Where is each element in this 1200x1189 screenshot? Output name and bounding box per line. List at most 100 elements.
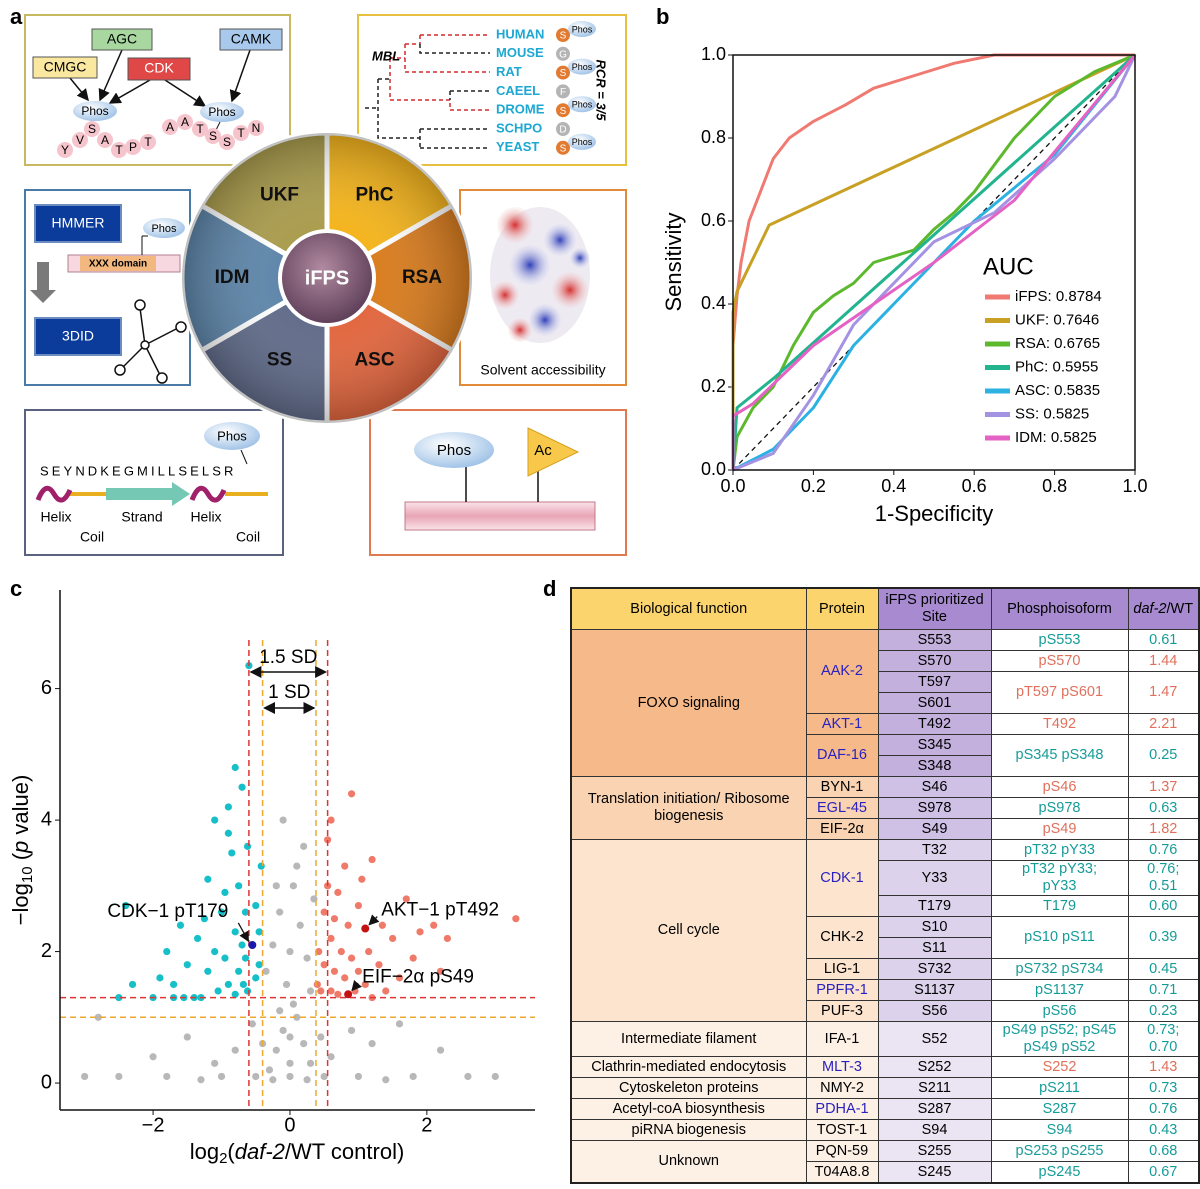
table-cell: 0.43 [1127, 1119, 1200, 1141]
table: Biological function Protein iFPS prioritiz… [570, 587, 1200, 1184]
point [347, 954, 356, 962]
kinase-label: CMGC [44, 59, 87, 75]
table-cell: AAK-2 [805, 629, 879, 714]
residue-marker [556, 122, 570, 136]
point [176, 921, 185, 929]
annotation-label: AKT−1 pT492 [381, 900, 499, 921]
phos-marker [73, 101, 117, 121]
legend-label: RSA: 0.6765 [1015, 335, 1100, 352]
point [241, 954, 250, 962]
point [344, 921, 352, 929]
table-cell: PUF-3 [805, 1000, 879, 1022]
point [248, 1020, 256, 1028]
point [163, 1072, 171, 1081]
legend-label: iFPS: 0.8784 [1015, 288, 1102, 305]
table-cell: pS732 pS734 [990, 958, 1129, 980]
roc-curve [731, 54, 1137, 470]
structure-label: Strand [121, 509, 162, 525]
point [81, 1072, 89, 1081]
table-cell: Cytoskeleton proteins [570, 1077, 807, 1099]
residue-label: Y [61, 143, 69, 157]
tr: PPFR-1 S1137 pS1137 0.71 [571, 979, 1200, 1001]
y-tick-label: 0.6 [701, 210, 726, 230]
point [252, 1072, 260, 1081]
flow-arrow [30, 262, 56, 303]
point [272, 882, 280, 890]
tr: Translation initiation/ Ribosome biogene… [570, 776, 1200, 840]
point [272, 1046, 280, 1054]
point [286, 1059, 294, 1067]
point [243, 987, 252, 995]
x-tick-label: 2 [421, 1114, 432, 1136]
point [163, 947, 171, 956]
species-list: HUMAN S Phos MOUSE G RAT S Phos CAEEL F DROME S Phos… [496, 21, 596, 155]
table-cell: pS978 [990, 797, 1129, 819]
x-tick-label: 0.2 [801, 476, 826, 496]
table-cell: pS56 [990, 1000, 1129, 1022]
table-cell: 0.76; 0.51 [1127, 860, 1200, 896]
legend-label: IDM: 0.5825 [1015, 429, 1097, 446]
highlight-point [361, 924, 370, 933]
table-cell: CDK-1 [805, 839, 879, 917]
link [240, 449, 248, 465]
point [330, 967, 339, 975]
point [430, 921, 438, 929]
point [221, 954, 229, 962]
tr: S11 [571, 937, 1199, 959]
legend-label: UKF: 0.7646 [1015, 311, 1099, 328]
box [369, 409, 627, 556]
point [317, 1033, 325, 1041]
phos-marker [414, 432, 494, 468]
table-cell: log [190, 1139, 219, 1164]
point [255, 928, 263, 936]
x-axis-title: 1-Specificity [875, 501, 994, 526]
point [375, 961, 383, 969]
point [300, 842, 308, 850]
table-cell: pT32 pY33; pY33 [990, 860, 1129, 896]
point [327, 934, 335, 943]
table-cell: EGL-45 [805, 797, 879, 819]
kinase-box [91, 28, 153, 51]
table-cell: S570 [877, 650, 992, 672]
phos-marker [204, 422, 260, 450]
point [378, 921, 386, 929]
roc-curve [732, 54, 1137, 472]
table-cell: S11 [877, 937, 992, 959]
point [365, 947, 373, 956]
roc-curve [731, 53, 1135, 470]
x-tick-label: 0 [284, 1114, 295, 1136]
point [231, 1046, 239, 1054]
table-cell: PDHA-1 [805, 1098, 879, 1120]
legend-label: ASC: 0.5835 [1015, 382, 1100, 399]
annotation-label: EIF−2α pS49 [362, 966, 474, 987]
species-label: YEAST [496, 139, 539, 154]
table-header: Protein [805, 587, 879, 630]
point [361, 980, 369, 989]
annotation-arrow [368, 914, 380, 926]
y-tick-label: 1.0 [701, 44, 726, 64]
table-cell: pS570 [990, 650, 1129, 672]
residue-label: F [560, 87, 566, 98]
table-cell: T04A8.8 [805, 1161, 879, 1184]
point [464, 1072, 472, 1081]
table-cell: 0.25 [1127, 734, 1200, 777]
species-label: DROME [496, 102, 545, 117]
point [224, 980, 232, 989]
point [255, 961, 263, 969]
point [354, 1072, 363, 1081]
sd-label: 1.5 SD [259, 647, 317, 668]
structure-label: Coil [236, 529, 260, 545]
box [357, 14, 627, 166]
point [231, 928, 239, 936]
point [211, 947, 219, 956]
point [200, 915, 209, 923]
wheel-label: PhC [356, 185, 394, 206]
kinase-label: AGC [107, 31, 137, 47]
residue-label: S [209, 129, 217, 143]
network [114, 299, 187, 384]
table-cell: S601 [877, 692, 992, 714]
residue-label: T [115, 143, 123, 157]
annotation-label: CDK−1 pT179 [107, 901, 228, 922]
tr: S348 [571, 755, 1199, 777]
table-cell: daf-2 [235, 1139, 285, 1164]
